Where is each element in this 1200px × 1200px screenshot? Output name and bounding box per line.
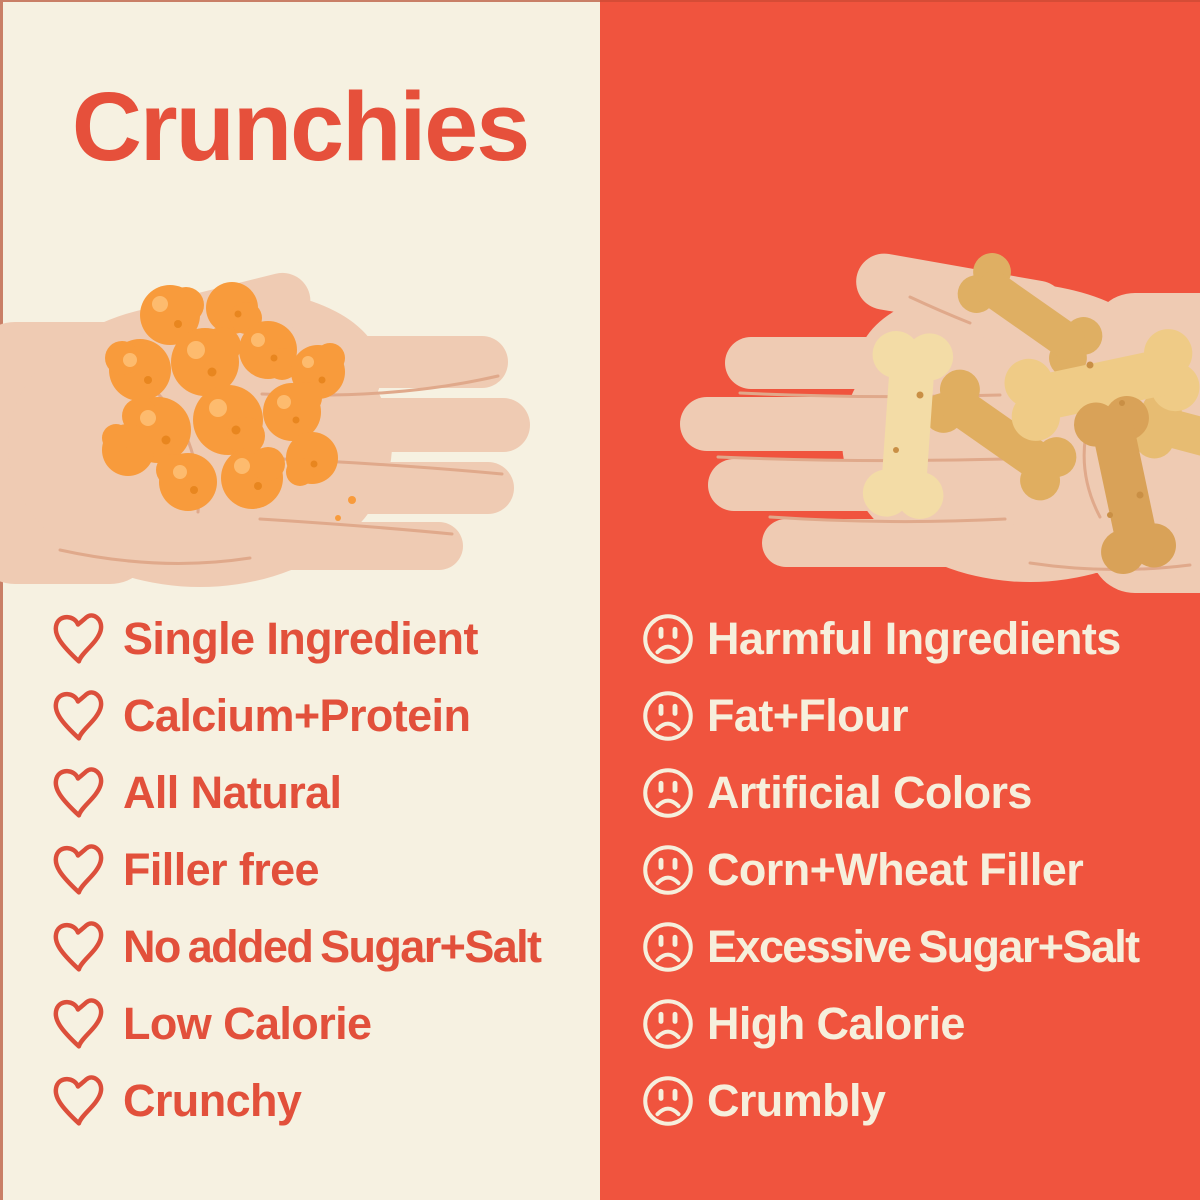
sad-face-icon [640,688,696,744]
benefit-label: Filler free [123,844,320,895]
sad-face-icon [640,1073,696,1129]
heart-icon [48,916,110,978]
drawback-label: Excessive Sugar+Salt [707,921,1140,972]
biscuits-panel: Biscuits [600,0,1200,1200]
benefit-item: No added Sugar+Salt [48,908,542,985]
heart-icon [48,685,110,747]
drawback-label: Artificial Colors [707,767,1032,818]
benefit-item: Single Ingredient [48,600,540,677]
benefit-item: Crunchy [48,1062,540,1139]
bone-biscuits [861,245,1200,579]
biscuits-hand-photo [680,245,1200,593]
crunchies-hand-photo [0,272,530,587]
crunchy-treats [102,282,356,521]
heart-icon [48,993,110,1055]
benefit-label: Low Calorie [123,998,372,1049]
benefit-item: Calcium+Protein [48,677,540,754]
crunchies-benefits-list: Single Ingredient Calcium+Protein All Na… [48,600,542,1139]
heart-icon [48,1070,110,1132]
sad-face-icon [640,919,696,975]
drawback-item: Excessive Sugar+Salt [640,908,1140,985]
drawback-label: Crumbly [707,1075,886,1126]
heart-icon [48,762,110,824]
benefit-item: Low Calorie [48,985,540,1062]
sad-face-icon [640,996,696,1052]
drawback-item: Artificial Colors [640,754,1139,831]
sad-face-icon [640,611,696,667]
drawback-label: High Calorie [707,998,965,1049]
drawback-label: Harmful Ingredients [707,613,1121,664]
crunchies-panel: Crunchies [0,0,600,1200]
hand-illustration [0,272,530,587]
biscuits-drawbacks-list: Harmful Ingredients Fat+Flour Artificial… [640,600,1140,1139]
drawback-item: Corn+Wheat Filler [640,831,1139,908]
benefit-label: Single Ingredient [123,613,478,664]
benefit-label: All Natural [123,767,342,818]
sad-face-icon [640,842,696,898]
benefit-label: No added Sugar+Salt [123,921,542,972]
drawback-item: Harmful Ingredients [640,600,1139,677]
benefit-label: Crunchy [123,1075,302,1126]
sad-face-icon [640,765,696,821]
heart-icon [48,608,110,670]
drawback-label: Fat+Flour [707,690,908,741]
drawback-item: High Calorie [640,985,1139,1062]
drawback-label: Corn+Wheat Filler [707,844,1084,895]
drawback-item: Crumbly [640,1062,1139,1139]
benefit-label: Calcium+Protein [123,690,471,741]
benefit-item: All Natural [48,754,540,831]
benefit-item: Filler free [48,831,540,908]
crunchies-title: Crunchies [71,72,530,181]
heart-icon [48,839,110,901]
drawback-item: Fat+Flour [640,677,1139,754]
